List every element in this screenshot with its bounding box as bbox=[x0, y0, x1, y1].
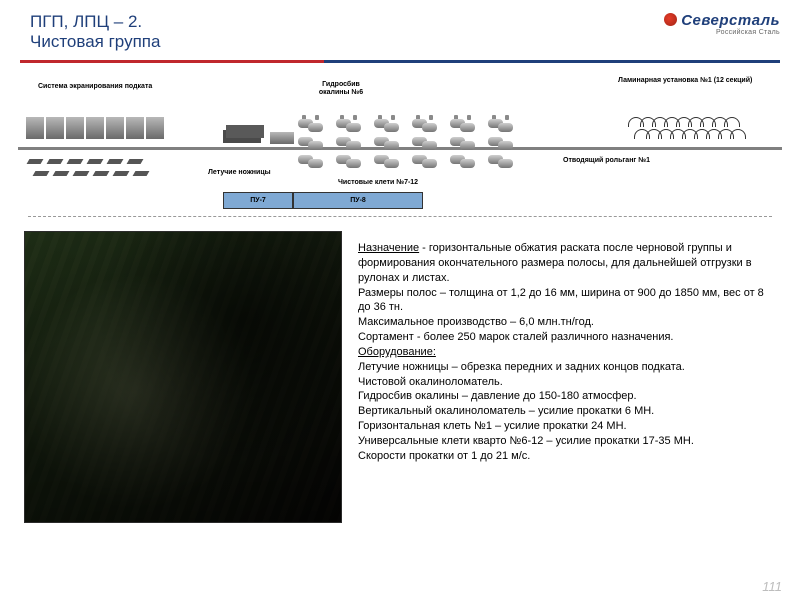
bar bbox=[27, 159, 44, 164]
brand-subtitle: Российская Сталь bbox=[664, 29, 780, 36]
purpose-label: Назначение bbox=[358, 242, 419, 254]
label-hydro: Гидросбив окалины №6 bbox=[311, 81, 371, 97]
hydro-descaling bbox=[270, 132, 294, 144]
sizes-line: Размеры полос – толщина от 1,2 до 16 мм,… bbox=[358, 286, 772, 316]
purpose-line: Назначение - горизонтальные обжатия раск… bbox=[358, 241, 772, 286]
description-text: Назначение - горизонтальные обжатия раск… bbox=[358, 231, 772, 523]
shield-box bbox=[66, 117, 84, 139]
shield-box bbox=[126, 117, 144, 139]
slide-header: ПГП, ЛПЦ – 2. Чистовая группа Северсталь… bbox=[0, 0, 800, 58]
equip-line: Горизонтальная клеть №1 – усилие прокатк… bbox=[358, 419, 772, 434]
flying-shears bbox=[226, 125, 264, 138]
pu-8: ПУ-8 bbox=[293, 192, 423, 209]
bar bbox=[73, 171, 90, 176]
equip-line: Скорости прокатки от 1 до 21 м/с. bbox=[358, 449, 772, 464]
bar bbox=[87, 159, 104, 164]
brand-logo: Северсталь Российская Сталь bbox=[664, 12, 780, 36]
content-row: Назначение - горизонтальные обжатия раск… bbox=[24, 231, 772, 523]
title-line-1: ПГП, ЛПЦ – 2. bbox=[30, 12, 160, 32]
label-rolgang: Отводящий рольганг №1 bbox=[563, 157, 650, 165]
shield-box bbox=[86, 117, 104, 139]
diagram-rail bbox=[18, 147, 782, 150]
header-rule bbox=[20, 60, 780, 63]
brand-name: Северсталь bbox=[664, 12, 780, 29]
arc bbox=[724, 117, 740, 127]
bar bbox=[93, 171, 110, 176]
equip-line: Вертикальный окалиноломатель – усилие пр… bbox=[358, 404, 772, 419]
label-laminar: Ламинарная установка №1 (12 секций) bbox=[618, 77, 752, 85]
mill-photo bbox=[24, 231, 342, 523]
capacity-line: Максимальное производство – 6,0 млн.тн/г… bbox=[358, 315, 772, 330]
shield-box bbox=[26, 117, 44, 139]
equip-label: Оборудование: bbox=[358, 345, 772, 360]
bar bbox=[107, 159, 124, 164]
assortment-line: Сортамент - более 250 марок сталей разли… bbox=[358, 330, 772, 345]
equip-line: Летучие ножницы – обрезка передних и зад… bbox=[358, 360, 772, 375]
label-flying-shears: Летучие ножницы bbox=[208, 169, 271, 177]
bar bbox=[133, 171, 150, 176]
shield-box bbox=[46, 117, 64, 139]
shield-box bbox=[106, 117, 124, 139]
title-line-2: Чистовая группа bbox=[30, 32, 160, 52]
bar bbox=[47, 159, 64, 164]
shield-box bbox=[146, 117, 164, 139]
arc bbox=[730, 129, 746, 139]
bar bbox=[33, 171, 50, 176]
pu-7: ПУ-7 bbox=[223, 192, 293, 209]
bar bbox=[127, 159, 144, 164]
equip-line: Гидросбив окалины – давление до 150-180 … bbox=[358, 389, 772, 404]
bar bbox=[53, 171, 70, 176]
page-number: 111 bbox=[762, 579, 782, 594]
equip-line: Универсальные клети кварто №6-12 – усили… bbox=[358, 434, 772, 449]
dashed-separator bbox=[28, 216, 772, 217]
label-stands: Чистовые клети №7-12 bbox=[338, 179, 418, 187]
bar bbox=[113, 171, 130, 176]
process-diagram: Система экранирования подката Летучие но… bbox=[18, 77, 782, 212]
title-block: ПГП, ЛПЦ – 2. Чистовая группа bbox=[30, 12, 160, 52]
bar bbox=[67, 159, 84, 164]
label-screen-system: Система экранирования подката bbox=[38, 83, 152, 91]
equip-line: Чистовой окалиноломатель. bbox=[358, 375, 772, 390]
